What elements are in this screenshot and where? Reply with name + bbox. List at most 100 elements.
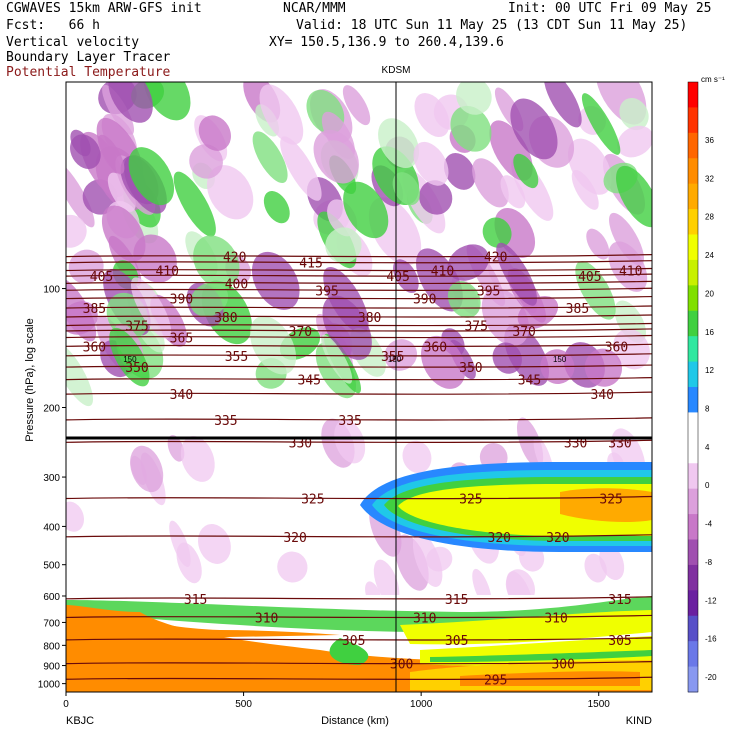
colorbar-swatch (688, 183, 698, 210)
theta-label: 375 (464, 319, 487, 334)
theta-label: 310 (413, 611, 436, 626)
velocity-cell (180, 436, 215, 482)
theta-line-400 (66, 280, 652, 285)
colorbar-swatch (688, 564, 698, 591)
y-tick-label: 900 (43, 662, 60, 673)
velocity-cell (313, 129, 359, 184)
colorbar-label: -20 (705, 673, 717, 682)
theta-label: 320 (283, 531, 306, 546)
velocity-cell (251, 251, 300, 310)
theta-label: 295 (484, 673, 507, 688)
theta-label: 345 (518, 374, 541, 389)
velocity-cell (252, 131, 288, 184)
theta-label: 390 (170, 293, 193, 308)
low-level-features (66, 595, 652, 692)
velocity-cell (500, 175, 526, 209)
colorbar-swatch (688, 259, 698, 286)
velocity-cell (513, 153, 539, 189)
theta-label: 310 (255, 611, 278, 626)
theta-line-320 (66, 534, 652, 538)
velocity-cell (169, 520, 191, 568)
theta-label: 330 (289, 436, 312, 451)
theta-label: 350 (459, 361, 482, 376)
theta-label: 360 (424, 340, 447, 355)
colorbar-swatch (688, 234, 698, 261)
theta-line-365 (66, 334, 652, 339)
velocity-cell (102, 84, 135, 135)
theta-label: 350 (125, 361, 148, 376)
velocity-cell (280, 136, 322, 201)
colorbar-unit: cm s⁻¹ (701, 75, 725, 84)
velocity-cell (443, 153, 476, 190)
theta-label: 355 (381, 350, 404, 365)
theta-line-420 (66, 254, 652, 258)
y-tick-label: 1000 (38, 680, 61, 691)
velocity-cell (66, 501, 85, 532)
theta-line-330 (66, 439, 652, 443)
theta-label: 315 (184, 593, 207, 608)
theta-line-325 (66, 495, 652, 500)
theta-line-335 (66, 417, 652, 421)
field-potential-temperature: Potential Temperature (6, 65, 171, 80)
init-label: Init: 00 UTC Fri 09 May 25 (508, 1, 712, 16)
velocity-cell (130, 445, 164, 493)
colorbar-swatch (688, 107, 698, 134)
theta-label: 305 (342, 634, 365, 649)
velocity-cell (190, 282, 229, 317)
velocity-cell (373, 559, 400, 605)
velocity-cell (259, 84, 304, 145)
theta-line-340 (66, 391, 652, 395)
colorbar-swatch (688, 412, 698, 439)
colorbar-label: 12 (705, 366, 714, 375)
theta-label: 405 (386, 270, 409, 285)
colorbar-swatch (688, 209, 698, 235)
colorbar-label: 20 (705, 289, 714, 298)
velocity-cell (263, 190, 290, 224)
y-tick-label: 200 (43, 403, 60, 414)
colorbar-label: -8 (705, 558, 713, 567)
colorbar-swatch (688, 615, 698, 642)
theta-line-300 (66, 661, 652, 665)
velocity-cell (492, 342, 522, 374)
colorbar-swatch (688, 641, 698, 668)
colorbar-label: 16 (705, 328, 714, 337)
x-tick-label: 500 (235, 699, 252, 710)
velocity-cell (482, 217, 512, 248)
shading-layer: 300 295 305 305 305 300 310 310 310 315 315 315 320 3… (66, 82, 652, 692)
velocity-cell (98, 134, 125, 174)
colorbar-swatch (688, 437, 698, 464)
velocity-cell (325, 227, 362, 264)
colorbar: 36 32 28 24 20 16 12 8 4 0 -4 -8 -12 -16 -20 (687, 81, 717, 693)
velocity-cell (617, 125, 652, 158)
velocity-cell (130, 277, 172, 339)
theta-label: 310 (544, 611, 567, 626)
velocity-cell (173, 171, 216, 237)
theta-label: 305 (445, 634, 468, 649)
velocity-cell (384, 339, 418, 371)
velocity-cell (421, 335, 466, 389)
theta-line-360 (66, 343, 652, 347)
colorbar-swatch (688, 310, 698, 337)
colorbar-swatch (688, 285, 698, 312)
velocity-cell (108, 82, 153, 123)
theta-label: 380 (214, 311, 237, 326)
x-tick-label: 0 (63, 699, 69, 710)
velocity-cell (321, 334, 353, 384)
colorbar-swatch (688, 539, 698, 566)
station-left-label: KBJC (66, 715, 94, 727)
field-bl-tracer: Boundary Layer Tracer (6, 50, 171, 65)
x-tick-label: 1000 (410, 699, 433, 710)
theta-line-355 (66, 353, 652, 357)
velocity-cell (450, 105, 492, 152)
theta-label: 340 (591, 388, 614, 403)
colorbar-label: -12 (705, 596, 717, 605)
colorbar-label: 32 (705, 174, 714, 183)
velocity-cell (66, 214, 87, 248)
x-tick-label: 1500 (588, 699, 611, 710)
velocity-cell (109, 327, 150, 387)
theta-label: 330 (564, 436, 587, 451)
theta-label: 385 (83, 302, 106, 317)
theta-line-295 (66, 676, 652, 680)
theta-line-415 (66, 260, 652, 264)
theta-label: 395 (315, 284, 338, 299)
